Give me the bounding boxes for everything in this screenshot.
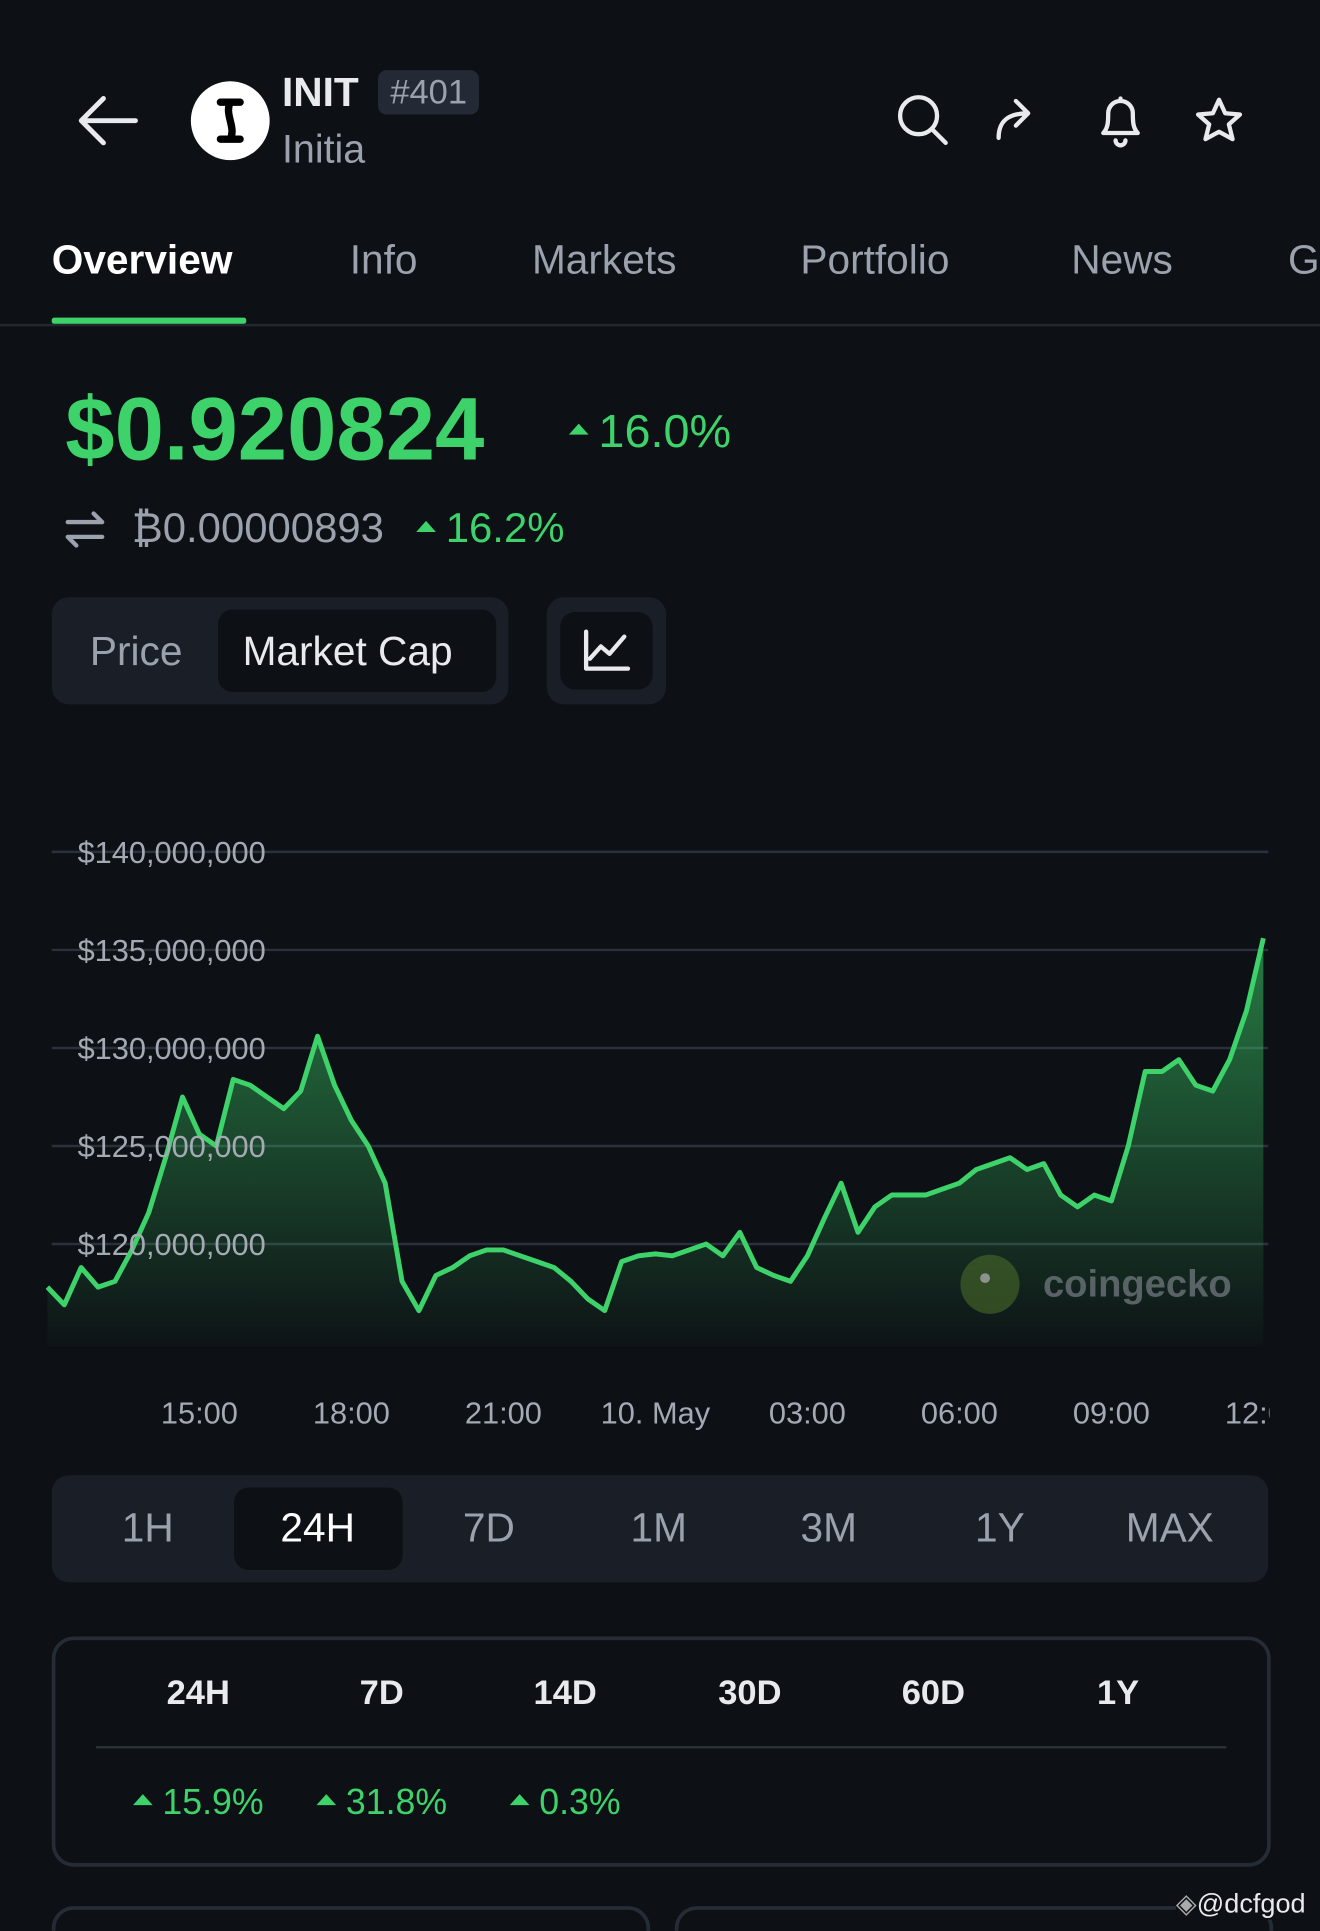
x-tick-label: 18:00 [313,1395,390,1430]
column-header: 14D [533,1673,597,1712]
range-button[interactable]: 3M [800,1504,857,1551]
change-cell: 15.9% [112,1783,284,1824]
back-button[interactable] [76,94,140,148]
column-header: 7D [359,1673,404,1712]
x-tick-label: 15:00 [161,1395,238,1430]
watermark-text: coingecko [1043,1263,1232,1306]
change-cell: 31.8% [296,1783,468,1824]
x-tick-label: 09:00 [1073,1395,1150,1430]
share-icon[interactable] [996,98,1031,141]
active-tab-indicator [51,317,247,324]
tab[interactable]: Overview [51,236,233,282]
range-button[interactable]: 1H [121,1504,174,1551]
line [45,937,1266,1314]
price-usd-change: 16.0% [568,406,732,459]
toggle-option[interactable]: Market Cap [242,627,453,674]
change-text: 16.0% [598,406,732,459]
x-tick-label: 03:00 [769,1395,846,1430]
tab[interactable]: G [1287,236,1320,282]
favorite-icon[interactable] [1195,97,1243,142]
market-cap-chart: coingecko $120,000,000 $125,000,000 $130,00… [45,835,1302,1430]
credit-text: @dcfgod [1196,1887,1306,1919]
x-tick-label: 12:00 [1225,1395,1302,1430]
credit: ◈@dcfgod [1175,1887,1306,1920]
coin-symbol: INIT [281,68,359,115]
x-tick-label: 21:00 [465,1395,542,1430]
toggle-option[interactable]: Price [89,627,183,674]
range-button[interactable]: 1Y [974,1504,1025,1551]
change-text: 16.2% [445,504,565,552]
column-header: 24H [166,1673,230,1712]
change-text: 0.3% [539,1782,621,1823]
column-header: 60D [901,1673,965,1712]
price-btc-change: 16.2% [416,505,564,553]
range-selected [233,1487,403,1570]
price-usd: $0.920824 [65,380,485,479]
y-tick-label: $135,000,000 [78,933,266,968]
tab[interactable]: Info [349,236,418,282]
y-tick-label: $125,000,000 [78,1129,266,1164]
y-tick-label: $140,000,000 [78,835,266,870]
swap-icon [65,511,105,548]
column-header: 1Y [1096,1673,1140,1712]
column-header: 30D [718,1673,782,1712]
table-divider [96,1746,1227,1749]
alert-icon[interactable] [1101,96,1140,148]
x-tick-label: 06:00 [921,1395,998,1430]
range-button[interactable]: 7D [462,1504,515,1551]
change-text: 31.8% [345,1782,448,1823]
toggle-selected [217,609,497,693]
coin-name: Initia [281,126,366,172]
plot [45,937,1266,1348]
search-icon[interactable] [897,95,948,145]
change-cell: 0.3% [479,1783,651,1824]
range-button[interactable]: 24H [280,1504,355,1551]
tab[interactable]: Portfolio [800,236,950,282]
tab[interactable]: News [1071,236,1173,282]
chart-type-button[interactable] [560,611,653,690]
range-button[interactable]: MAX [1125,1504,1214,1551]
x-tick-label: 10. May [601,1395,711,1430]
change-text: 15.9% [162,1782,264,1823]
rank-badge: #401 [378,70,480,115]
tab[interactable]: Markets [531,236,677,282]
coin-logo [190,81,270,161]
watermark: coingecko [960,1254,1232,1314]
card [51,1906,651,1931]
header-icons [897,95,1243,148]
y-tick-label: $120,000,000 [78,1227,266,1262]
chart-icon [583,629,631,671]
area-fill [47,938,1264,1348]
performance-table [51,1636,1271,1867]
y-tick-label: $130,000,000 [78,1031,266,1066]
tab-divider [0,323,1320,327]
range-button[interactable]: 1M [630,1504,687,1551]
price-btc: ₿0.00000893 [131,504,384,552]
